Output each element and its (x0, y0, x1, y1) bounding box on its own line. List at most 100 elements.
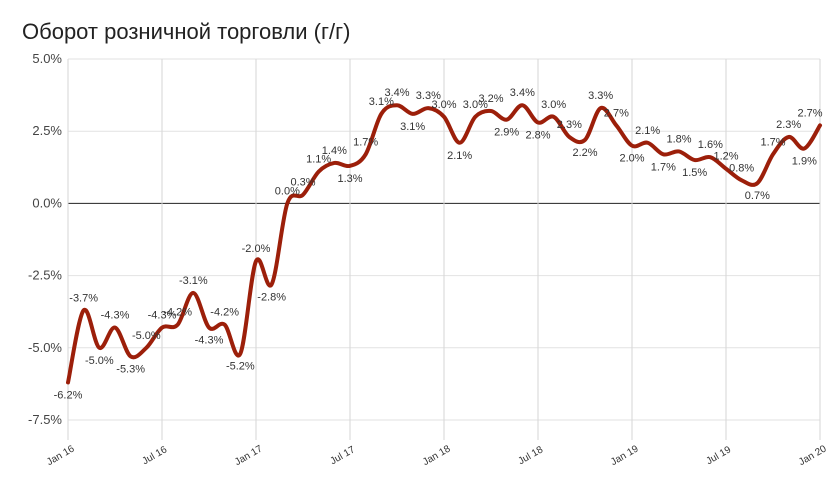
data-point (489, 109, 493, 113)
data-point (630, 144, 634, 148)
data-label: -5.3% (116, 363, 145, 375)
data-label: -3.7% (69, 292, 98, 304)
data-label: -4.2% (210, 307, 239, 319)
data-label: -6.2% (54, 389, 83, 401)
data-point (411, 112, 415, 116)
data-label: 2.1% (447, 150, 472, 162)
data-point (771, 152, 775, 156)
data-point (536, 121, 540, 125)
data-point (66, 380, 70, 384)
data-label: -4.3% (148, 310, 177, 322)
y-tick-label: 2.5% (32, 123, 62, 138)
data-label: 2.1% (635, 125, 660, 137)
data-label: -4.3% (101, 310, 130, 322)
data-label: 0.0% (275, 185, 300, 197)
data-point (332, 161, 336, 165)
data-label: 3.0% (541, 99, 566, 111)
data-label: 1.7% (760, 136, 785, 148)
series-line (66, 103, 822, 385)
data-label: 2.8% (525, 130, 550, 142)
x-tick-label: Jan 16 (45, 443, 77, 468)
data-label: 1.2% (713, 151, 738, 163)
data-label: 1.7% (651, 161, 676, 173)
data-label: 0.3% (290, 177, 315, 189)
gridlines (67, 58, 821, 440)
x-tick-label: Jul 19 (704, 444, 733, 467)
data-point (787, 135, 791, 139)
data-label: -4.3% (195, 335, 224, 347)
data-point (818, 123, 822, 127)
data-label: 3.0% (431, 99, 456, 111)
data-label: 2.7% (797, 107, 822, 119)
data-point (567, 135, 571, 139)
data-labels: -6.2%-3.7%-5.0%-4.3%-5.3%-5.0%-4.3%-4.2%… (54, 87, 823, 401)
data-label: 3.1% (369, 96, 394, 108)
series-layer (66, 103, 822, 385)
data-point (191, 291, 195, 295)
data-label: -2.0% (242, 243, 271, 255)
data-point (473, 115, 477, 119)
x-tick-label: Jan 18 (421, 443, 453, 468)
data-point (364, 152, 368, 156)
data-label: 1.5% (682, 167, 707, 179)
data-label: 1.3% (337, 173, 362, 185)
data-point (97, 346, 101, 350)
data-point (317, 170, 321, 174)
data-point (724, 167, 728, 171)
data-point (348, 164, 352, 168)
data-point (614, 123, 618, 127)
y-tick-label: 5.0% (32, 51, 62, 66)
data-label: -5.2% (226, 361, 255, 373)
data-label: 2.2% (572, 147, 597, 159)
data-point (426, 106, 430, 110)
data-label: 3.4% (384, 87, 409, 99)
data-label: 1.9% (792, 156, 817, 168)
data-point (301, 193, 305, 197)
y-tick-label: -2.5% (28, 268, 62, 283)
data-point (270, 282, 274, 286)
data-point (505, 118, 509, 122)
data-label: 2.3% (557, 119, 582, 131)
data-point (129, 354, 133, 358)
data-label: 3.3% (416, 90, 441, 102)
data-point (254, 259, 258, 263)
data-label: 2.9% (494, 127, 519, 139)
data-label: 3.2% (478, 93, 503, 105)
x-tick-label: Jan 19 (609, 443, 641, 468)
data-point (285, 201, 289, 205)
data-label: 2.0% (619, 153, 644, 165)
y-tick-label: -5.0% (28, 340, 62, 355)
data-point (740, 178, 744, 182)
data-point (693, 158, 697, 162)
data-label: -3.1% (179, 275, 208, 287)
data-point (82, 308, 86, 312)
x-tick-label: Jan 20 (797, 443, 829, 468)
x-tick-label: Jul 18 (516, 444, 545, 467)
data-label: 3.4% (510, 87, 535, 99)
x-axis: Jan 16 Jul 16 Jan 17 Jul 17 Jan 18 Jul 18 Jan … (45, 443, 829, 468)
data-point (238, 352, 242, 356)
data-point (661, 152, 665, 156)
data-label: 1.4% (322, 145, 347, 157)
y-tick-label: -7.5% (28, 412, 62, 427)
data-point (520, 103, 524, 107)
data-label: 1.1% (306, 154, 331, 166)
data-point (552, 115, 556, 119)
data-point (442, 115, 446, 119)
data-point (379, 112, 383, 116)
data-point (223, 323, 227, 327)
data-label: 2.7% (604, 107, 629, 119)
data-point (708, 155, 712, 159)
data-label: 3.0% (463, 99, 488, 111)
data-point (113, 326, 117, 330)
data-label: 3.1% (400, 121, 425, 133)
data-point (646, 141, 650, 145)
data-point (458, 141, 462, 145)
data-point (176, 323, 180, 327)
data-label: 2.3% (776, 119, 801, 131)
data-point (144, 346, 148, 350)
data-label: 3.3% (588, 90, 613, 102)
chart-title: Оборот розничной торговли (г/г) (22, 19, 351, 44)
data-point (395, 103, 399, 107)
